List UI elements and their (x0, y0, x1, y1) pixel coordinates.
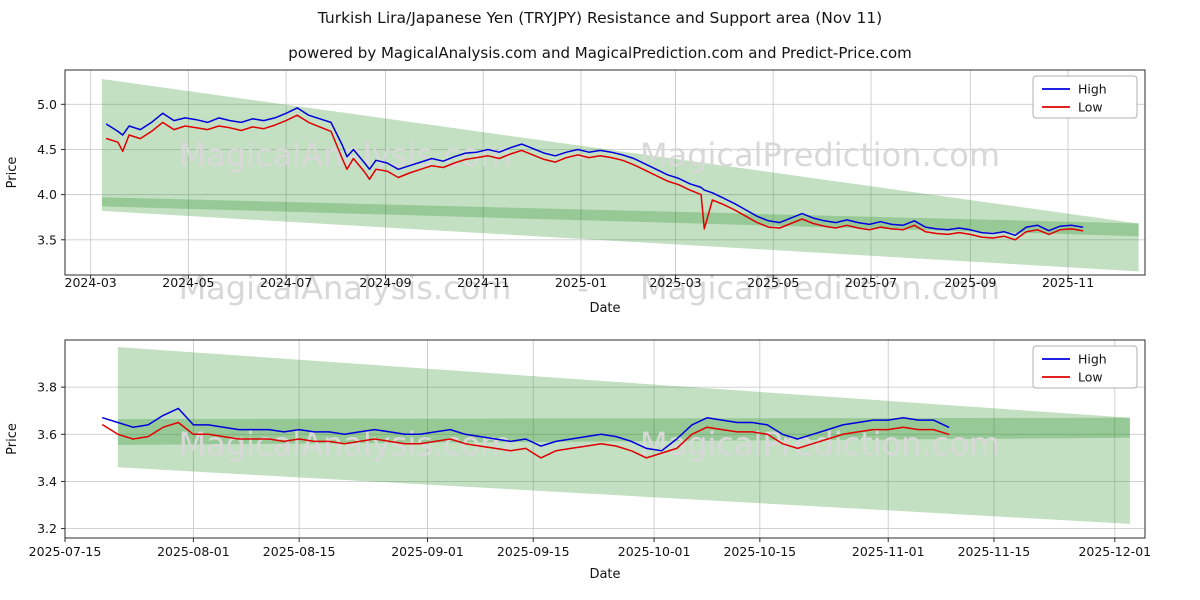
x-axis-label: Date (589, 301, 620, 316)
low-line (105, 114, 1084, 241)
y-tick-label: 3.4 (37, 474, 57, 489)
watermark-separator: - (577, 425, 589, 463)
x-tick-label: 2025-09-15 (497, 544, 570, 559)
watermark-text: MagicalPrediction.com (640, 136, 1000, 174)
resistance-area (101, 79, 1139, 237)
x-tick-label: 2025-03 (649, 275, 701, 290)
x-tick-label: 2024-03 (65, 275, 117, 290)
watermark-separator: - (577, 136, 589, 174)
x-tick-label: 2025-12-01 (1078, 544, 1151, 559)
y-tick-label: 4.5 (37, 142, 57, 157)
page-subtitle: powered by MagicalAnalysis.com and Magic… (288, 44, 912, 62)
y-tick-label: 3.2 (37, 521, 57, 536)
x-tick-label: 2025-09 (944, 275, 996, 290)
plot-border (64, 69, 1146, 276)
resistance-area (117, 347, 1130, 524)
x-axis-label: Date (589, 567, 620, 582)
y-tick-label: 4.0 (37, 187, 57, 202)
price-chart-bottom: MagicalAnalysis.com - MagicalPrediction.co… (5, 339, 1151, 582)
x-tick-label: 2025-05 (747, 275, 799, 290)
legend-low-label: Low (1078, 370, 1103, 385)
watermark-text: MagicalPrediction.com (640, 425, 1000, 463)
x-tick-label: 2025-10-01 (618, 544, 691, 559)
x-tick-label: 2025-11-01 (852, 544, 925, 559)
x-tick-label: 2025-11-15 (958, 544, 1031, 559)
legend: High Low (1032, 345, 1138, 389)
support-area (101, 197, 1139, 272)
y-tick-label: 5.0 (37, 97, 57, 112)
x-tick-label: 2025-11 (1042, 275, 1094, 290)
x-tick-label: 2025-01 (555, 275, 607, 290)
y-axis-label: Price (5, 157, 20, 189)
x-tick-label: 2024-05 (162, 275, 214, 290)
x-tick-label: 2025-07 (845, 275, 897, 290)
x-tick-label: 2025-08-01 (157, 544, 230, 559)
watermark-text: MagicalAnalysis.com (179, 136, 512, 174)
y-tick-label: 3.6 (37, 427, 57, 442)
x-tick-label: 2025-07-15 (29, 544, 102, 559)
x-tick-label: 2025-10-15 (723, 544, 796, 559)
plot-border (64, 339, 1146, 539)
x-tick-label: 2024-09 (359, 275, 411, 290)
support-area (117, 417, 1130, 445)
x-tick-label: 2024-11 (457, 275, 509, 290)
legend: High Low (1032, 75, 1138, 119)
y-tick-label: 3.8 (37, 380, 57, 395)
y-axis-label: Price (5, 423, 20, 455)
high-line (102, 407, 950, 452)
page-title: Turkish Lira/Japanese Yen (TRYJPY) Resis… (317, 9, 883, 27)
legend-high-label: High (1078, 352, 1107, 367)
x-tick-label: 2025-08-15 (263, 544, 336, 559)
watermark-separator: - (577, 269, 589, 307)
x-tick-label: 2025-09-01 (391, 544, 464, 559)
price-chart-top: MagicalAnalysis.com - MagicalPrediction.co… (5, 69, 1146, 316)
legend-low-label: Low (1078, 100, 1103, 115)
legend-high-label: High (1078, 82, 1107, 97)
low-line (102, 421, 950, 459)
x-tick-label: 2024-07 (260, 275, 312, 290)
high-line (105, 107, 1084, 237)
y-tick-label: 3.5 (37, 232, 57, 247)
